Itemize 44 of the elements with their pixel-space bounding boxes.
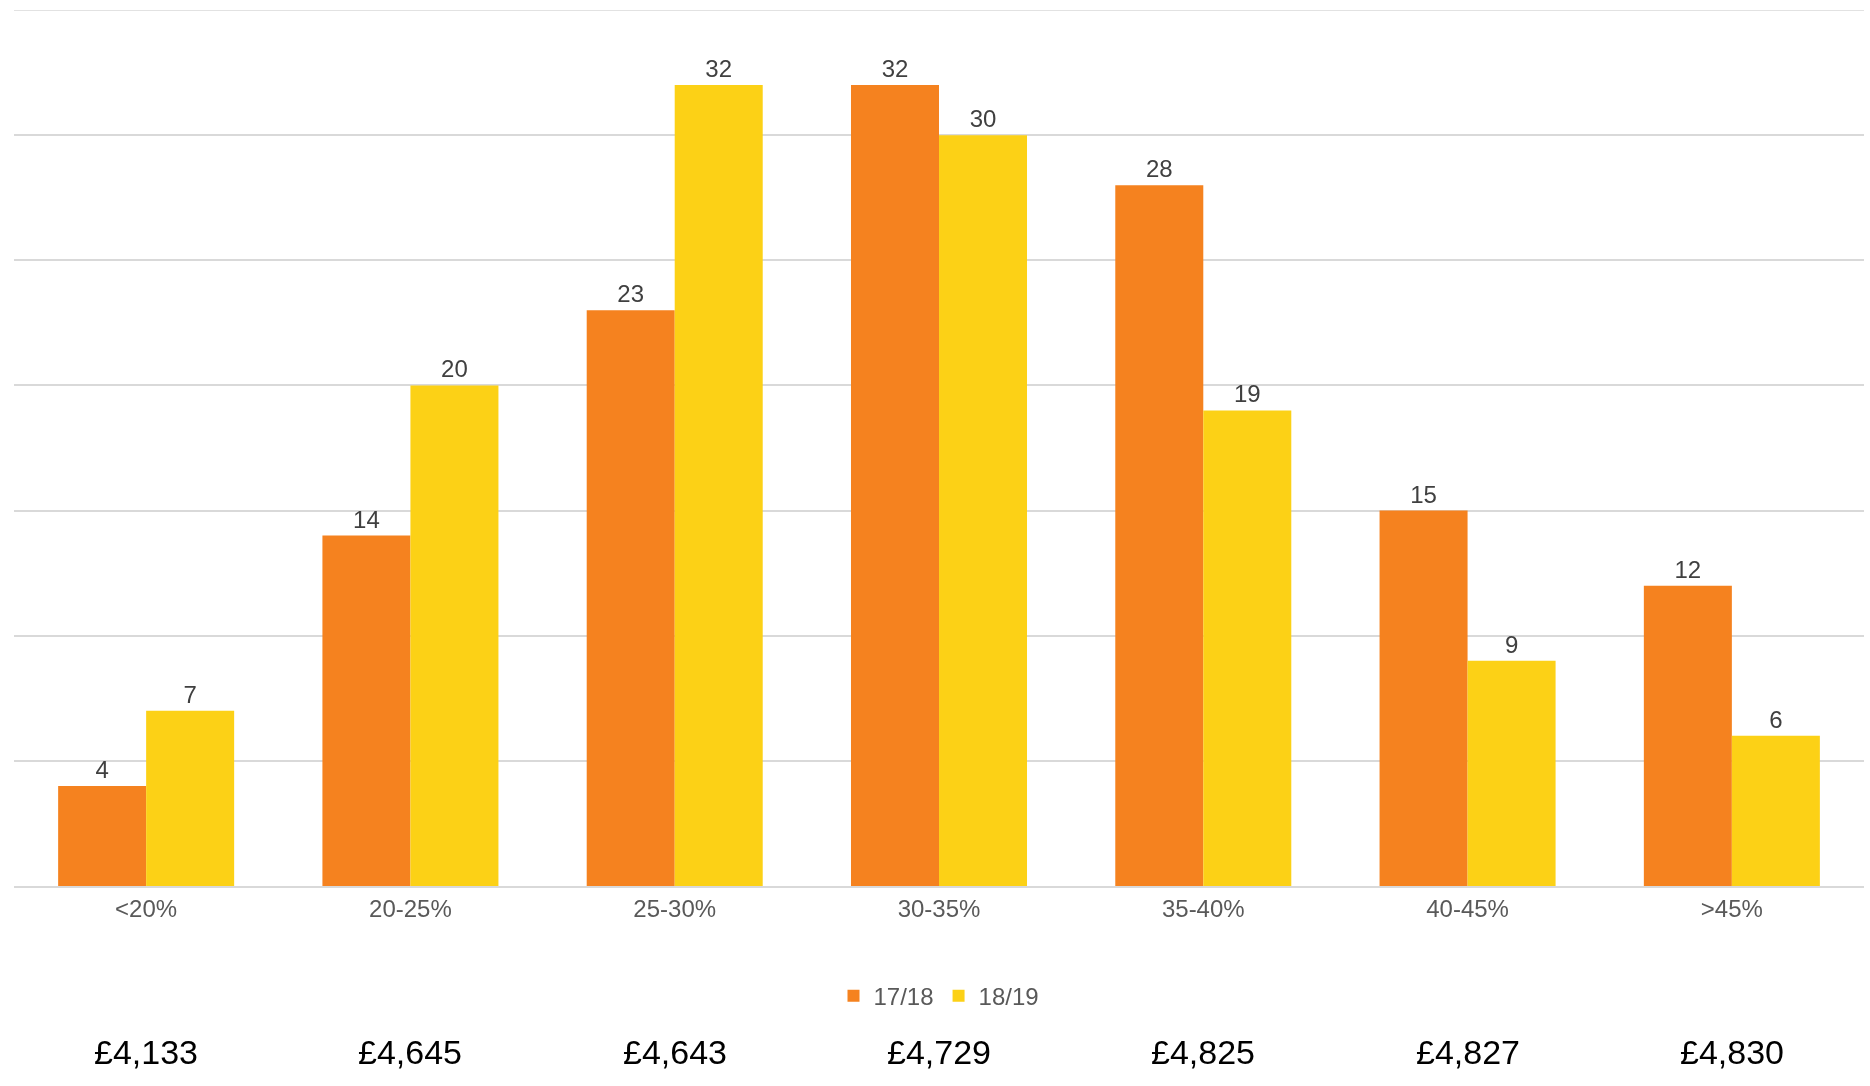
data-label: 7	[183, 680, 197, 708]
bar	[674, 85, 763, 886]
bar	[1643, 585, 1732, 886]
data-label: 20	[441, 355, 468, 383]
text: £4,133	[94, 1033, 198, 1071]
bar	[850, 85, 939, 886]
data-label: 14	[353, 505, 380, 533]
data-label: 28	[1145, 155, 1173, 183]
bar	[322, 535, 411, 886]
text: £4,825	[1151, 1033, 1255, 1071]
x-tick-label: 20-25%	[369, 894, 452, 922]
x-tick-label: >45%	[1700, 894, 1763, 922]
data-label: 4	[95, 755, 109, 783]
bar	[1467, 660, 1556, 886]
bar	[586, 310, 675, 886]
data-label: 12	[1674, 555, 1702, 583]
x-tick-label: <20%	[115, 894, 178, 922]
data-label: 9	[1504, 630, 1519, 658]
data-label: 6	[1769, 705, 1783, 733]
bar	[146, 710, 235, 886]
data-label: 23	[617, 280, 645, 308]
data-label: 19	[1233, 380, 1261, 408]
x-tick-label: 30-35%	[897, 894, 981, 922]
text: £4,830	[1680, 1033, 1784, 1071]
data-label: 30	[969, 105, 997, 133]
bar	[1731, 735, 1820, 886]
bar	[58, 785, 147, 886]
legend-label: 17/18	[873, 983, 934, 1011]
text: £4,827	[1416, 1033, 1520, 1071]
data-label: 32	[705, 55, 733, 83]
bar	[939, 135, 1028, 886]
bar	[410, 385, 499, 886]
bar	[1203, 410, 1292, 886]
text: £4,729	[887, 1033, 991, 1071]
x-tick-label: 40-45%	[1426, 894, 1509, 922]
bar	[1379, 510, 1468, 886]
text: £4,643	[623, 1033, 727, 1071]
legend-label: 18/19	[978, 983, 1039, 1011]
x-tick-label: 35-40%	[1161, 894, 1245, 922]
bar	[1115, 185, 1204, 886]
data-label: 32	[881, 55, 909, 83]
x-tick-label: 25-30%	[633, 894, 717, 922]
text: £4,645	[358, 1033, 462, 1071]
data-label: 15	[1410, 480, 1437, 508]
